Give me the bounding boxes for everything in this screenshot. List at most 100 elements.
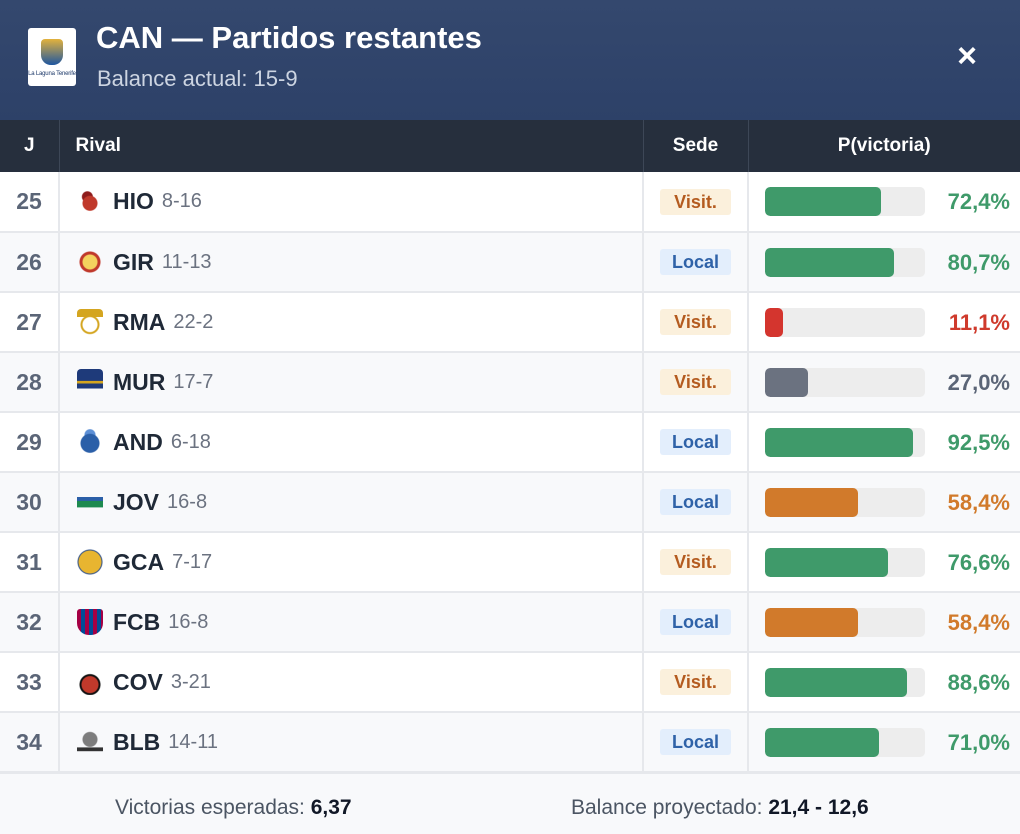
rival-cell: HIO 8-16 <box>58 172 643 233</box>
probability-value: 58,4% <box>947 490 1010 515</box>
venue-cell: Local <box>642 472 748 533</box>
rival-record: 7-17 <box>172 550 213 573</box>
table-row: 26 GIR 11-13 Local 80,7% <box>0 232 1020 293</box>
probability-bar-fill <box>765 248 895 277</box>
team-logo: La Laguna Tenerife <box>28 28 76 86</box>
rival-record: 3-21 <box>170 670 211 693</box>
probability-value: 27,0% <box>947 370 1010 395</box>
probability-bar-fill <box>765 368 809 397</box>
probability-bar-fill <box>765 608 859 637</box>
rival-record: 14-11 <box>168 730 218 753</box>
rival-abbreviation: AND <box>113 428 163 455</box>
probability-bar <box>765 728 925 757</box>
probability-bar-fill <box>765 548 888 577</box>
table-row: 34 BLB 14-11 Local 71,0% <box>0 712 1020 773</box>
column-header-sede: Sede <box>642 120 748 172</box>
rival-record: 11-13 <box>161 250 212 273</box>
venue-cell: Visit. <box>642 172 748 233</box>
venue-cell: Local <box>642 712 748 773</box>
probability-bar-fill <box>765 668 907 697</box>
rival-cell: JOV 16-8 <box>58 472 643 533</box>
win-probability-cell: 88,6% <box>747 652 1020 713</box>
huesca-team-icon <box>77 188 103 215</box>
rival-cell: RMA 22-2 <box>58 292 643 353</box>
venue-badge: Visit. <box>660 369 731 395</box>
venue-badge: Visit. <box>660 549 731 575</box>
expected-wins-value: 6,37 <box>310 796 352 819</box>
round-number: 34 <box>0 712 59 773</box>
rival-record: 16-8 <box>167 490 208 513</box>
current-record: Balance actual: 15-9 <box>97 66 298 91</box>
probability-bar <box>765 428 925 457</box>
win-probability-cell: 11,1% <box>747 292 1020 353</box>
venue-badge: Visit. <box>660 669 731 695</box>
venue-badge: Local <box>660 489 731 515</box>
table-header-row: J Rival Sede P(victoria) <box>0 120 1020 172</box>
round-number: 28 <box>0 352 59 413</box>
probability-bar-fill <box>765 728 879 757</box>
win-probability-cell: 76,6% <box>747 532 1020 593</box>
round-number: 30 <box>0 472 59 533</box>
rival-cell: BLB 14-11 <box>58 712 643 773</box>
win-probability-cell: 58,4% <box>747 472 1020 533</box>
probability-bar <box>765 368 925 397</box>
probability-bar <box>765 308 925 337</box>
coviran-granada-team-icon <box>77 669 103 695</box>
column-header-probability: P(victoria) <box>747 120 1020 172</box>
table-row: 25 HIO 8-16 Visit. 72,4% <box>0 172 1020 233</box>
probability-value: 76,6% <box>947 550 1010 575</box>
round-number: 32 <box>0 592 59 653</box>
table-row: 31 GCA 7-17 Visit. 76,6% <box>0 532 1020 593</box>
probability-bar <box>765 608 925 637</box>
venue-badge: Visit. <box>660 188 731 215</box>
probability-bar <box>765 488 925 517</box>
probability-bar <box>765 668 925 697</box>
rival-abbreviation: FCB <box>113 608 161 635</box>
table-row: 29 AND 6-18 Local 92,5% <box>0 412 1020 473</box>
probability-bar <box>765 187 925 216</box>
probability-value: 92,5% <box>947 430 1010 455</box>
win-probability-cell: 80,7% <box>747 232 1020 293</box>
rival-record: 16-8 <box>168 610 209 633</box>
rival-record: 17-7 <box>173 370 214 393</box>
win-probability-cell: 92,5% <box>747 412 1020 473</box>
probability-value: 71,0% <box>947 730 1010 755</box>
venue-cell: Local <box>642 232 748 293</box>
table-row: 33 COV 3-21 Visit. 88,6% <box>0 652 1020 713</box>
bilbao-team-icon <box>77 729 103 755</box>
rival-cell: MUR 17-7 <box>58 352 643 413</box>
joventut-team-icon <box>77 489 103 515</box>
rival-abbreviation: BLB <box>113 728 161 755</box>
probability-bar <box>765 248 925 277</box>
rival-abbreviation: RMA <box>113 308 166 335</box>
crest-icon <box>41 39 63 65</box>
page-title: CAN — Partidos restantes <box>96 20 482 55</box>
venue-cell: Local <box>642 412 748 473</box>
probability-bar-fill <box>765 428 913 457</box>
projected-record-label: Balance proyectado: <box>571 796 763 819</box>
table-row: 27 RMA 22-2 Visit. 11,1% <box>0 292 1020 353</box>
ucam-murcia-team-icon <box>77 369 103 395</box>
probability-value: 88,6% <box>947 670 1010 695</box>
rival-abbreviation: HIO <box>113 188 154 214</box>
barcelona-team-icon <box>77 609 103 635</box>
venue-cell: Visit. <box>642 352 748 413</box>
probability-bar <box>765 548 925 577</box>
rival-abbreviation: GCA <box>113 548 165 575</box>
venue-badge: Local <box>660 609 731 635</box>
venue-cell: Local <box>642 592 748 653</box>
win-probability-cell: 27,0% <box>747 352 1020 413</box>
rival-cell: COV 3-21 <box>58 652 643 713</box>
gran-canaria-team-icon <box>77 549 103 575</box>
table-row: 32 FCB 16-8 Local 58,4% <box>0 592 1020 653</box>
probability-value: 72,4% <box>947 189 1010 214</box>
win-probability-cell: 58,4% <box>747 592 1020 653</box>
close-button[interactable]: × <box>957 37 977 75</box>
rival-record: 22-2 <box>173 310 214 333</box>
rival-abbreviation: MUR <box>113 368 166 395</box>
probability-value: 11,1% <box>948 310 1010 335</box>
rival-record: 6-18 <box>170 430 211 453</box>
rival-abbreviation: JOV <box>113 488 160 515</box>
venue-badge: Local <box>660 249 731 275</box>
summary-footer: Victorias esperadas: 6,37 Balance proyec… <box>0 772 1020 834</box>
